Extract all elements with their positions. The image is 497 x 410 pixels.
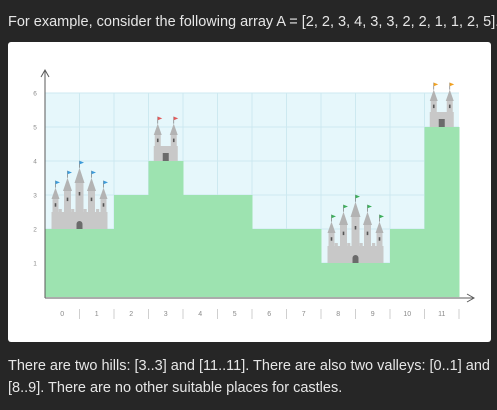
castle-tower xyxy=(445,82,455,113)
x-tick-label: 7 xyxy=(302,311,306,318)
x-tick-label: 2 xyxy=(129,311,133,318)
castle-tower xyxy=(74,160,85,213)
castle-tower xyxy=(339,204,348,247)
terrain-bar-11 xyxy=(424,127,460,297)
terrain-bar-1 xyxy=(79,229,115,297)
y-axis-arrow xyxy=(40,68,50,78)
intro-text: For example, consider the following arra… xyxy=(8,14,497,30)
y-tick-label: 1 xyxy=(33,261,37,268)
terrain-bar-3 xyxy=(148,161,184,297)
terrain-bar-6 xyxy=(252,229,287,297)
x-tick-label: 8 xyxy=(336,311,340,318)
castle-valley-0-1 xyxy=(51,160,108,229)
y-tick-label: 4 xyxy=(33,159,37,166)
castle-tower xyxy=(153,116,163,147)
y-tick-label: 2 xyxy=(33,227,37,234)
terrain-bar-5 xyxy=(217,195,253,297)
castle-tower xyxy=(99,180,108,213)
castle-tower xyxy=(350,194,361,247)
castle-hill-11 xyxy=(429,82,455,127)
castle-hill-3 xyxy=(153,116,179,161)
x-tick-label: 4 xyxy=(198,311,202,318)
terrain-bar-10 xyxy=(390,229,425,297)
x-axis-arrow xyxy=(466,293,476,303)
castle-tower xyxy=(375,214,384,247)
x-tick-label: 1 xyxy=(95,311,99,318)
terrain-bar-2 xyxy=(114,195,149,297)
x-tick-label: 3 xyxy=(164,311,168,318)
terrain-bar-7 xyxy=(286,229,322,297)
x-tick-label: 6 xyxy=(267,311,271,318)
castle-tower xyxy=(169,116,179,147)
x-tick-label: 0 xyxy=(60,311,64,318)
castle-tower xyxy=(327,214,336,247)
outro-text: There are two hills: [3..3] and [11..11]… xyxy=(8,358,490,396)
castle-tower xyxy=(87,170,96,213)
castle-valley-8-9 xyxy=(327,194,384,263)
y-tick-label: 5 xyxy=(33,125,37,132)
x-tick-label: 9 xyxy=(371,311,375,318)
y-tick-label: 6 xyxy=(33,91,37,98)
terrain-bar-8 xyxy=(321,263,356,297)
castles-figure: 0 1 2 3 4 5 6 7 8 9 10 11 1 2 3 4 5 6 xyxy=(8,42,491,342)
y-tick-label: 3 xyxy=(33,193,37,200)
castle-tower xyxy=(63,170,72,213)
x-tick-label: 10 xyxy=(403,311,411,318)
castle-tower xyxy=(51,180,60,213)
castle-tower xyxy=(429,82,439,113)
terrain-bar-0 xyxy=(45,229,80,297)
x-tick-label: 11 xyxy=(438,311,445,318)
x-tick-label: 5 xyxy=(233,311,237,318)
terrain-bar-9 xyxy=(355,263,391,297)
castle-tower xyxy=(363,204,372,247)
terrain-bar-4 xyxy=(183,195,218,297)
